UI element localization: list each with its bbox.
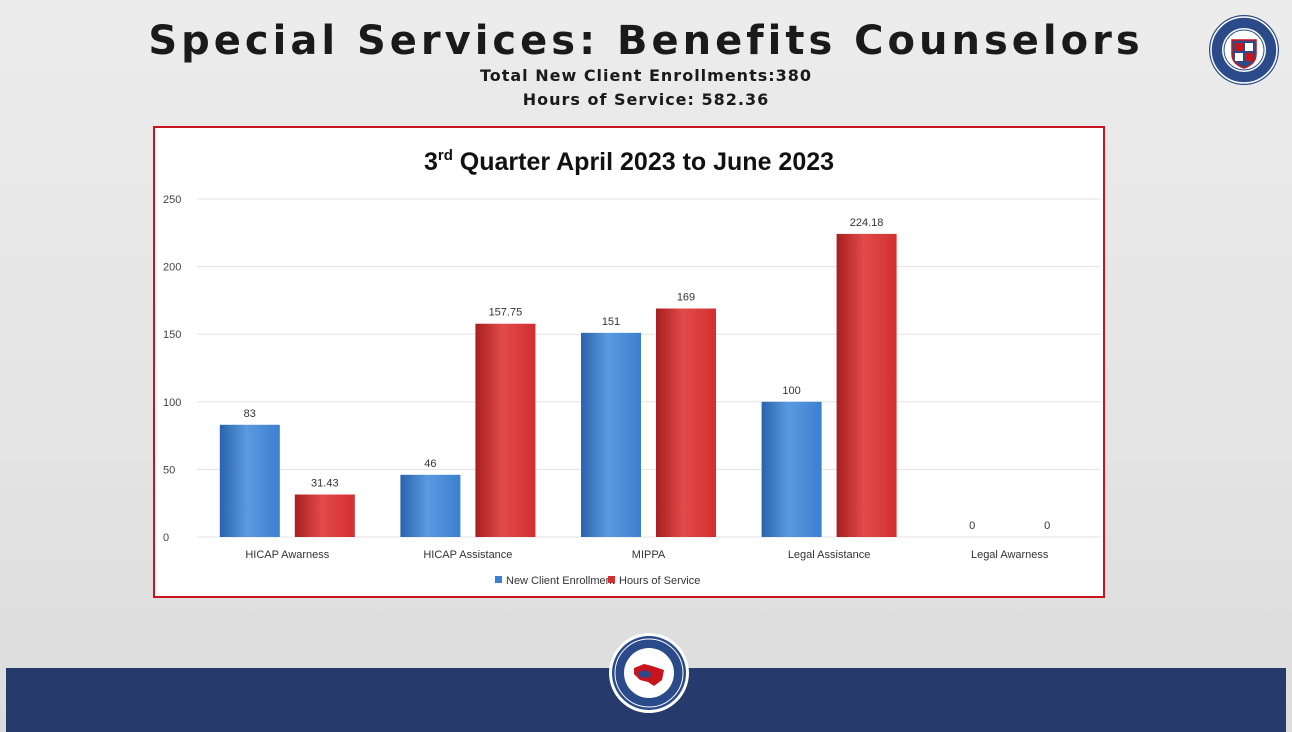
category-label: HICAP Awarness xyxy=(245,549,329,561)
council-logo-icon xyxy=(609,633,689,713)
chart-title-suffix: rd xyxy=(438,147,453,164)
legend-label-new-client: New Client Enrollment xyxy=(506,575,615,587)
category-label: Legal Assistance xyxy=(788,549,871,561)
data-label: 83 xyxy=(244,408,256,420)
data-label: 31.43 xyxy=(311,478,339,490)
chart-panel: 0 50 100 150 200 250 83 31.43 HICAP Awarness 46 15… xyxy=(153,126,1105,598)
data-label: 169 xyxy=(677,292,695,304)
y-tick-label: 100 xyxy=(163,397,181,409)
bar-hours-of-service xyxy=(294,494,355,537)
bar-new-client-enrollment xyxy=(400,474,461,537)
data-label: 0 xyxy=(969,520,975,532)
bar-new-client-enrollment xyxy=(219,424,280,537)
data-label: 224.18 xyxy=(850,217,884,229)
chart-title-ordinal: 3 xyxy=(424,148,438,176)
chart-title: 3rd Quarter April 2023 to June 2023 xyxy=(424,147,834,176)
category-label: MIPPA xyxy=(632,549,666,561)
bar-hours-of-service xyxy=(656,308,716,537)
data-label: 46 xyxy=(424,458,436,470)
y-tick-label: 0 xyxy=(163,532,169,544)
bar-new-client-enrollment xyxy=(581,332,641,537)
bar-new-client-enrollment xyxy=(761,401,822,537)
data-label: 100 xyxy=(782,385,800,397)
bar-chart: 0 50 100 150 200 250 83 31.43 HICAP Awarness 46 15… xyxy=(163,147,1100,587)
slide-title: Special Services: Benefits Counselors xyxy=(148,18,1144,64)
bar-hours-of-service xyxy=(475,323,536,537)
bar-hours-of-service xyxy=(836,233,897,537)
y-tick-label: 150 xyxy=(163,329,181,341)
data-label: 157.75 xyxy=(489,307,523,319)
chart-title-rest: Quarter April 2023 to June 2023 xyxy=(453,148,834,176)
category-label: Legal Awarness xyxy=(971,549,1049,561)
y-tick-label: 250 xyxy=(163,194,181,206)
legend-swatch-hours xyxy=(608,576,615,583)
legend-label-hours: Hours of Service xyxy=(619,575,700,587)
y-tick-label: 50 xyxy=(163,464,175,476)
council-seal-icon xyxy=(1209,15,1279,85)
y-tick-label: 200 xyxy=(163,262,181,274)
data-label: 0 xyxy=(1044,520,1050,532)
data-label: 151 xyxy=(602,316,620,328)
category-label: HICAP Assistance xyxy=(423,549,512,561)
legend-swatch-new-client xyxy=(495,576,502,583)
hours-of-service-subtitle: Hours of Service: 582.36 xyxy=(522,90,770,109)
total-enrollments-subtitle: Total New Client Enrollments:380 xyxy=(479,66,813,85)
